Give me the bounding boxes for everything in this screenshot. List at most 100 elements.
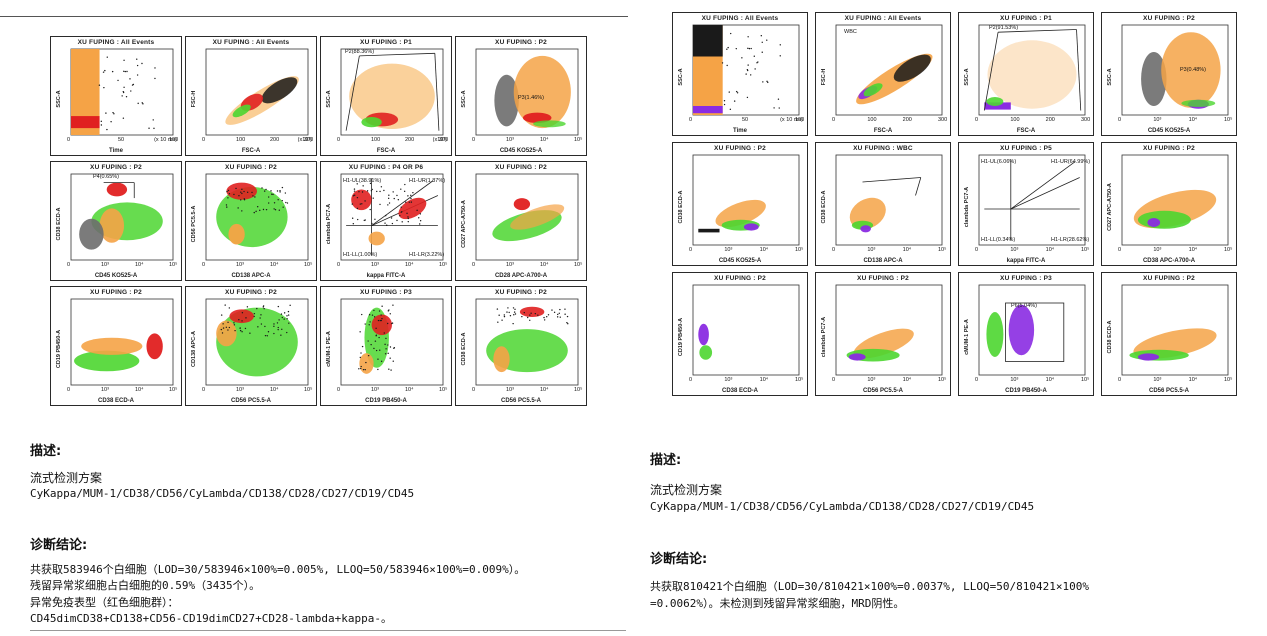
plot-tick-label: 10³ [506,387,514,393]
green-population [533,120,566,128]
plot-y-axis-label: clambda PC7-A [821,316,827,358]
orange-population [1161,32,1221,108]
flow-plot-10: XU FUPING : P2 CD138 APC-A CD56 PC5.5-A 0 10… [185,286,317,406]
p2-cloud [349,63,435,129]
plot-canvas [835,24,943,116]
plot-y-axis-label: SSC-A [964,68,970,86]
orange-population [228,223,245,245]
plot-tick-label: 10³ [506,262,514,268]
plot-tick-label: 300 [304,137,314,143]
plot-y-axis-label: clambda PC7-A [326,203,332,245]
top-rule [0,16,628,17]
quadrant-label: H1-LR(28.62%) [1051,237,1090,243]
plot-x-axis-label: CD45 KO525-A [1147,128,1191,134]
plot-tick-label: 10³ [1010,377,1019,383]
plot-y-axis-label: SSC-A [678,68,684,86]
protocol-markers: CyKappa/MUM-1/CD38/CD56/CyLambda/CD138/C… [30,487,415,500]
plot-axes [835,154,943,246]
green-population [986,312,1004,357]
plot-tick-label: 0 [337,137,341,143]
plot-tick-label: 100 [795,117,805,123]
diagnosis-line-1: 共获取810421个白细胞（LOD=30/810421×100%=0.0037%… [650,580,1089,593]
plot-x-axis-label: CD38 ECD-A [721,388,758,394]
plot-axes [205,298,309,386]
orange-population [81,337,143,355]
plot-tick-label: 0 [689,247,693,253]
red-population [519,306,545,318]
orange-population [513,55,571,129]
dark-population [893,54,931,82]
plot-tick-label: 10⁵ [1224,247,1233,253]
purple-population [743,223,759,231]
plot-tick-label: 10⁴ [540,262,549,268]
flow-plot-10: XU FUPING : P2 clambda PC7-A CD56 PC5.5-A 0… [815,272,951,396]
plot-title: XU FUPING : P3 [1000,275,1052,282]
quadrant-line [1010,177,1080,210]
plot-tick-label: 0 [337,387,341,393]
plot-canvas [835,154,943,246]
plot-tick-label: 10⁴ [1045,247,1055,253]
orange-population [359,353,374,374]
plot-axes [978,154,1086,246]
plot-tick-label: 10⁵ [1224,117,1233,123]
plot-canvas [835,284,943,376]
green-population [863,83,883,97]
plot-tick-label: 0 [975,377,979,383]
plot-tick-label: 300 [439,137,449,143]
flow-plot-11: XU FUPING : P3 cMUM-1 PE-A CD19 PB450-A 0 10… [958,272,1094,396]
plot-tick-label: 10⁵ [574,137,583,143]
plot-x-axis-label: FSC-A [873,128,893,134]
purple-population [1008,304,1035,356]
plot-tick-label: 10⁴ [759,377,769,383]
plot-axes [475,48,579,136]
plot-tick-label: 0 [67,262,71,268]
quadrant-line [1010,161,1075,210]
p2-cloud [987,40,1077,109]
plot-title: XU FUPING : All Events [701,15,779,22]
plot-tick-label: 100 [169,137,179,143]
scatter-dots [351,182,422,226]
plot-axes [475,173,579,261]
red-population [146,333,163,360]
green-population [361,116,382,128]
plot-tick-label: 0 [832,247,836,253]
plot-canvas [978,284,1086,376]
plot-tick-label: 100 [1010,117,1020,123]
plot-canvas [340,48,444,136]
plot-x-axis-label: kappa FITC-A [1006,258,1046,264]
plot-x-axis-label: CD56 PC5.5-A [500,398,541,404]
gate-label: P3(1.46%) [518,95,544,101]
red-population [371,314,392,336]
plot-x-axis-label: FSC-A [376,148,396,154]
plot-tick-label: 10⁴ [540,387,549,393]
scatter-dots [496,307,569,325]
plot-title: XU FUPING : P2 [714,145,766,152]
plot-axes [1121,24,1229,116]
gray-population [1141,52,1167,106]
plot-tick-label: 10⁴ [540,137,549,143]
plot-tick-label: 10⁵ [169,387,178,393]
plot-y-axis-label: CD138 APC-A [191,331,197,367]
plot-axes [340,173,444,261]
time-band-purple [693,106,723,114]
plot-y-axis-label: CD38 ECD-A [461,332,467,366]
plot-x-axis-label: FSC-A [1016,128,1036,134]
plot-x-axis-label: CD45 KO525-A [718,258,762,264]
diagnosis-line-1: 共获取583946个白细胞（LOD=30/583946×100%=0.005%,… [30,563,526,576]
plot-tick-label: 10⁴ [902,377,912,383]
plot-y-axis-label: CD38 ECD-A [56,207,62,241]
plot-axes [70,298,174,386]
gate-edge [862,177,921,183]
plot-tick-label: 10⁴ [270,262,279,268]
plot-x-axis-unit: (x 10 ms) [154,137,177,143]
plot-x-axis-label: FSC-A [241,148,261,154]
flow-plot-11: XU FUPING : P3 cMUM-1 PE-A CD19 PB450-A 0 10… [320,286,452,406]
scatter-dots [220,304,291,337]
plot-canvas [1121,284,1229,376]
scatter-dots [98,56,156,131]
gate-label: P4(0.65%) [93,174,119,180]
plot-tick-label: 10⁵ [938,247,947,253]
plot-tick-label: 10⁴ [902,247,912,253]
plot-canvas [475,298,579,386]
plot-tick-label: 10³ [867,247,876,253]
